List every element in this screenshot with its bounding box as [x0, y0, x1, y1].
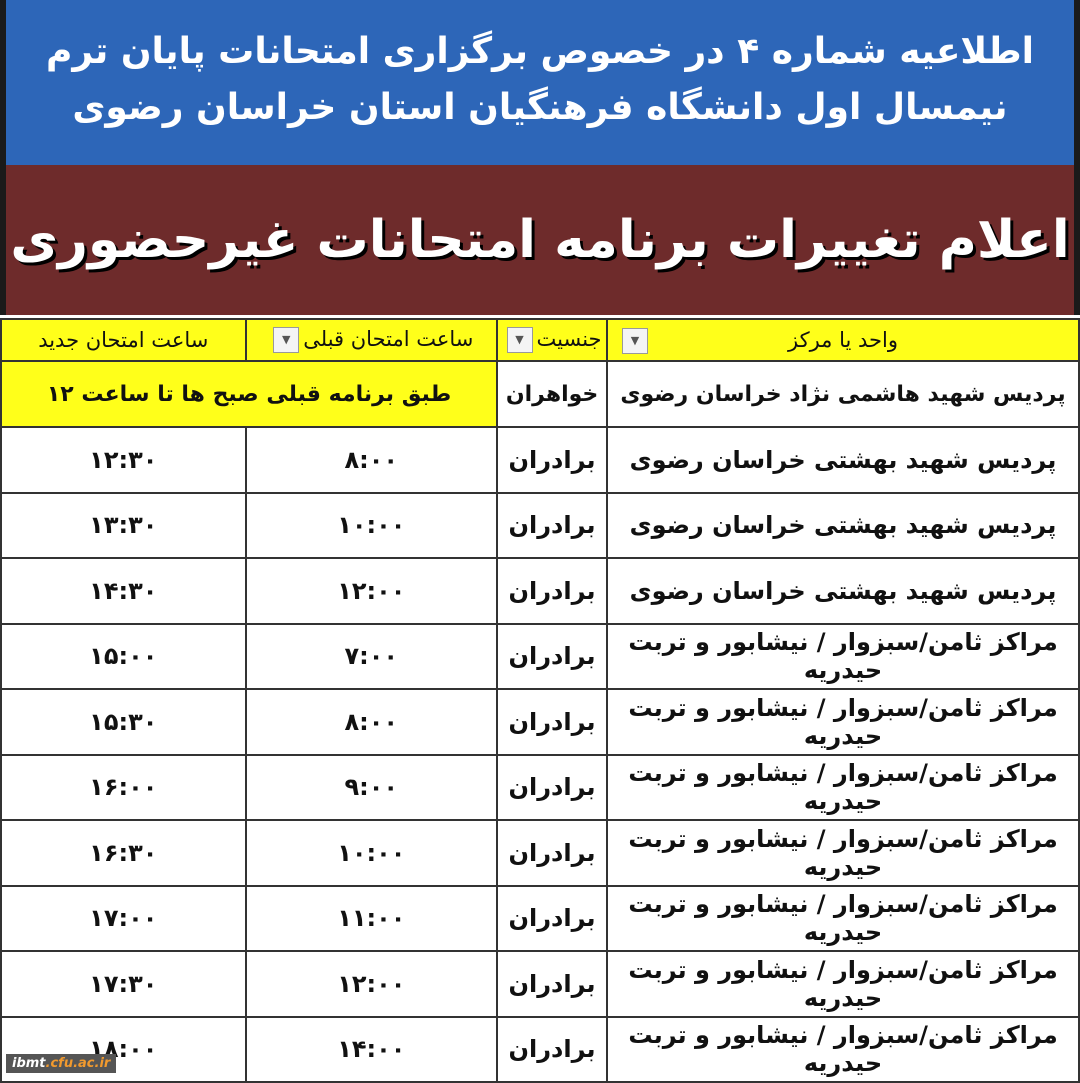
cell-gender: برادران — [496, 950, 609, 1018]
col-new-time: ساعت امتحان جدید — [0, 318, 247, 362]
table-row: مراکز ثامن/سبزوار / نیشابور و تربت حیدری… — [0, 819, 1080, 887]
cell-new-time: ۱۶:۰۰ — [0, 753, 247, 821]
cell-new-time: ۱۷:۰۰ — [0, 884, 247, 952]
table-row: مراکز ثامن/سبزوار / نیشابور و تربت حیدری… — [0, 622, 1080, 690]
col-old-time: ساعت امتحان قبلی▼ — [244, 318, 499, 362]
watermark-a: ibmt — [12, 1056, 46, 1071]
cell-new-time: ۱۷:۳۰ — [0, 950, 247, 1018]
banner-title: اعلام تغییرات برنامه امتحانات غیرحضوری — [0, 165, 1080, 315]
cell-old-time: ۱۴:۰۰ — [244, 1015, 499, 1083]
cell-center: مراکز ثامن/سبزوار / نیشابور و تربت حیدری… — [606, 622, 1080, 690]
table-row: مراکز ثامن/سبزوار / نیشابور و تربت حیدری… — [0, 950, 1080, 1018]
cell-center: پردیس شهید بهشتی خراسان رضوی — [606, 491, 1080, 559]
cell-new-time: ۱۵:۰۰ — [0, 622, 247, 690]
table-row: پردیس شهید بهشتی خراسان رضوی برادران ۸:۰۰ ۱… — [0, 426, 1080, 494]
cell-old-time: ۱۱:۰۰ — [244, 884, 499, 952]
cell-gender: برادران — [496, 688, 609, 756]
cell-old-time: ۱۰:۰۰ — [244, 819, 499, 887]
cell-gender: برادران — [496, 819, 609, 887]
table-row: مراکز ثامن/سبزوار / نیشابور و تربت حیدری… — [0, 753, 1080, 821]
cell-new-time: ۱۶:۳۰ — [0, 819, 247, 887]
cell-gender: برادران — [496, 622, 609, 690]
col-gender-label: جنسیت — [536, 327, 602, 351]
cell-center: مراکز ثامن/سبزوار / نیشابور و تربت حیدری… — [606, 1015, 1080, 1083]
cell-gender: برادران — [496, 491, 609, 559]
table-row: مراکز ثامن/سبزوار / نیشابور و تربت حیدری… — [0, 688, 1080, 756]
watermark-b: .cfu.ac.ir — [45, 1056, 111, 1071]
col-old-time-label: ساعت امتحان قبلی — [303, 327, 474, 351]
table-row: پردیس شهید بهشتی خراسان رضوی برادران ۱۲:۰۰… — [0, 557, 1080, 625]
col-center: واحد یا مرکز ▼ — [606, 318, 1080, 362]
cell-gender: برادران — [496, 557, 609, 625]
cell-center: پردیس شهید هاشمی نژاد خراسان رضوی — [606, 360, 1080, 428]
watermark: ibmt.cfu.ac.ir — [6, 1054, 117, 1073]
cell-old-time: ۱۲:۰۰ — [244, 557, 499, 625]
cell-old-time: ۸:۰۰ — [244, 688, 499, 756]
cell-center: پردیس شهید بهشتی خراسان رضوی — [606, 426, 1080, 494]
table-row: پردیس شهید بهشتی خراسان رضوی برادران ۱۰:۰۰… — [0, 491, 1080, 559]
cell-center: مراکز ثامن/سبزوار / نیشابور و تربت حیدری… — [606, 753, 1080, 821]
col-center-label: واحد یا مرکز — [788, 328, 898, 352]
cell-old-time: ۷:۰۰ — [244, 622, 499, 690]
exam-schedule-table: واحد یا مرکز ▼ جنسیت▼ ساعت امتحان قبلی▼ س… — [0, 318, 1080, 1083]
cell-gender: برادران — [496, 884, 609, 952]
cell-new-time: ۱۳:۳۰ — [0, 491, 247, 559]
header-line-1: اطلاعیه شماره ۴ در خصوص برگزاری امتحانات… — [45, 31, 1034, 72]
cell-old-time: ۸:۰۰ — [244, 426, 499, 494]
cell-gender: برادران — [496, 1015, 609, 1083]
cell-new-time: ۱۵:۳۰ — [0, 688, 247, 756]
cell-center: پردیس شهید بهشتی خراسان رضوی — [606, 557, 1080, 625]
cell-new-time: ۱۴:۳۰ — [0, 557, 247, 625]
filter-dropdown-icon[interactable]: ▼ — [622, 328, 649, 354]
cell-gender: خواهران — [496, 360, 609, 428]
header-line-2: نیمسال اول دانشگاه فرهنگیان استان خراسان… — [72, 87, 1008, 128]
cell-new-time: ۱۲:۳۰ — [0, 426, 247, 494]
cell-old-time: ۹:۰۰ — [244, 753, 499, 821]
cell-center: مراکز ثامن/سبزوار / نیشابور و تربت حیدری… — [606, 819, 1080, 887]
col-gender: جنسیت▼ — [496, 318, 609, 362]
cell-center: مراکز ثامن/سبزوار / نیشابور و تربت حیدری… — [606, 688, 1080, 756]
cell-note: طبق برنامه قبلی صبح ها تا ساعت ۱۲ — [0, 360, 499, 428]
cell-gender: برادران — [496, 753, 609, 821]
table-row: مراکز ثامن/سبزوار / نیشابور و تربت حیدری… — [0, 884, 1080, 952]
announcement-header: اطلاعیه شماره ۴ در خصوص برگزاری امتحانات… — [0, 0, 1080, 165]
header-row: واحد یا مرکز ▼ جنسیت▼ ساعت امتحان قبلی▼ س… — [0, 318, 1080, 362]
cell-old-time: ۱۲:۰۰ — [244, 950, 499, 1018]
table-row: مراکز ثامن/سبزوار / نیشابور و تربت حیدری… — [0, 1015, 1080, 1083]
cell-center: مراکز ثامن/سبزوار / نیشابور و تربت حیدری… — [606, 950, 1080, 1018]
filter-dropdown-icon[interactable]: ▼ — [273, 327, 300, 353]
cell-gender: برادران — [496, 426, 609, 494]
table-row: پردیس شهید هاشمی نژاد خراسان رضوی خواهرا… — [0, 360, 1080, 428]
filter-dropdown-icon[interactable]: ▼ — [506, 327, 533, 353]
cell-center: مراکز ثامن/سبزوار / نیشابور و تربت حیدری… — [606, 884, 1080, 952]
cell-old-time: ۱۰:۰۰ — [244, 491, 499, 559]
